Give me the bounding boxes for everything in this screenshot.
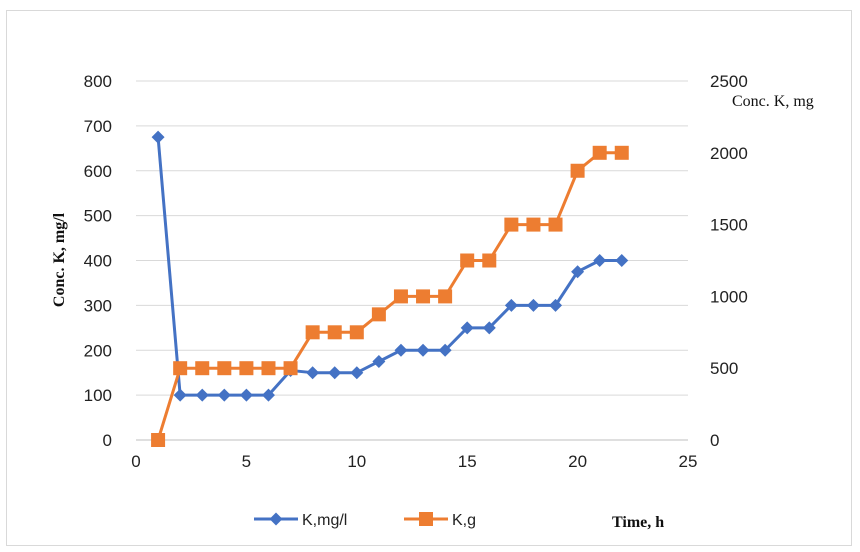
data-point: [504, 217, 519, 232]
y2-tick-label: 1000: [710, 287, 748, 306]
data-point: [350, 366, 364, 380]
y-tick-label: 700: [84, 117, 112, 136]
data-point: [261, 361, 276, 376]
data-point: [416, 343, 430, 357]
y-tick-label: 200: [84, 341, 112, 360]
x-tick-label: 15: [458, 452, 477, 471]
data-point: [482, 321, 496, 335]
data-point: [526, 298, 540, 312]
data-point: [371, 307, 386, 322]
legend: K,mg/l K,g: [254, 512, 476, 529]
data-point: [570, 163, 585, 178]
y-axis-ticks: 0 100 200 300 400 500 600 700 800: [84, 72, 112, 450]
data-point: [151, 130, 165, 144]
data-point: [394, 343, 408, 357]
data-point: [173, 361, 188, 376]
data-point: [460, 253, 475, 268]
y2-tick-label: 1500: [710, 216, 748, 235]
data-point: [217, 361, 232, 376]
x-axis-ticks: 0 5 10 15 20 25: [131, 452, 697, 471]
x-tick-label: 0: [131, 452, 140, 471]
x-tick-label: 10: [347, 452, 366, 471]
data-point: [217, 388, 231, 402]
data-point: [261, 388, 275, 402]
data-point: [593, 254, 607, 267]
series-line-2: [156, 151, 622, 441]
data-point: [438, 289, 453, 304]
legend-marker: [269, 512, 283, 526]
data-point: [195, 388, 209, 402]
y-tick-label: 100: [84, 386, 112, 405]
data-point: [571, 265, 585, 279]
y-tick-label: 500: [84, 207, 112, 226]
y2-tick-label: 500: [710, 359, 738, 378]
data-point: [482, 253, 497, 268]
data-point: [195, 361, 210, 376]
y2-tick-label: 0: [710, 431, 719, 450]
data-point: [239, 388, 253, 402]
y2-tick-label: 2000: [710, 144, 748, 163]
data-point: [349, 325, 364, 340]
x-tick-label: 20: [568, 452, 587, 471]
data-point: [548, 217, 563, 232]
data-point: [393, 289, 408, 304]
legend-label: K,g: [452, 512, 476, 529]
y-tick-label: 600: [84, 162, 112, 181]
y-tick-label: 400: [84, 252, 112, 271]
x-tick-label: 5: [242, 452, 251, 471]
data-point: [327, 325, 342, 340]
y2-axis-title: Conc. K, mg: [732, 93, 814, 110]
y-tick-label: 0: [103, 431, 112, 450]
y-axis-title: Conc. K, mg/l: [51, 212, 68, 307]
data-point: [460, 321, 474, 335]
chart-frame: [6, 10, 852, 546]
data-point: [504, 298, 518, 312]
data-point: [151, 433, 166, 447]
data-point: [549, 298, 563, 312]
data-point: [526, 217, 541, 232]
y-tick-label: 800: [84, 72, 112, 91]
y2-axis-ticks: 0 500 1000 1500 2000 2500: [710, 72, 748, 450]
data-point: [283, 361, 298, 376]
data-point: [438, 343, 452, 357]
y2-tick-label: 2500: [710, 72, 748, 91]
data-point: [306, 366, 320, 380]
data-point: [615, 254, 629, 267]
data-point: [173, 388, 187, 402]
data-point: [592, 145, 607, 160]
data-point: [372, 354, 386, 368]
data-point: [305, 325, 320, 340]
x-axis-title: Time, h: [612, 514, 664, 531]
data-point: [328, 366, 342, 380]
data-point: [614, 145, 629, 160]
data-point: [239, 361, 254, 376]
series-line-1: [156, 136, 622, 397]
series-group: [151, 130, 629, 447]
y-tick-label: 300: [84, 296, 112, 315]
legend-label: K,mg/l: [302, 512, 347, 529]
legend-marker: [419, 512, 433, 526]
data-point: [416, 289, 431, 304]
x-tick-label: 25: [679, 452, 698, 471]
